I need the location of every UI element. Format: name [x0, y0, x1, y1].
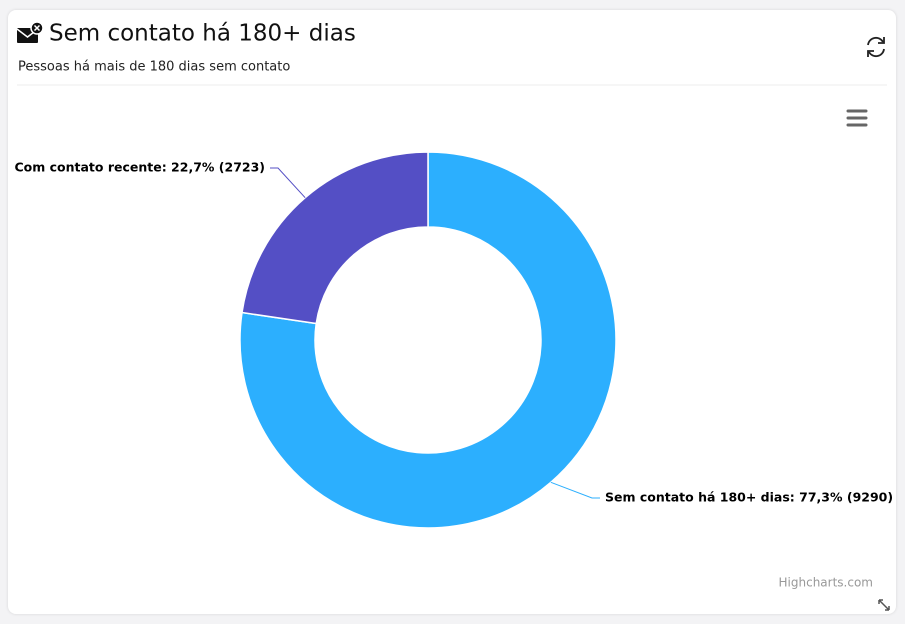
data-label: Com contato recente: 22,7% (2723)	[14, 160, 265, 175]
data-label: Sem contato há 180+ dias: 77,3% (9290)	[605, 490, 893, 505]
menu-button[interactable]	[846, 109, 868, 127]
card-title: Sem contato há 180+ dias	[49, 21, 356, 47]
credits[interactable]: Highcharts.com	[779, 576, 873, 590]
slice	[241, 151, 429, 325]
connector	[550, 481, 600, 499]
refresh-button[interactable]	[867, 36, 885, 58]
card-subtitle: Pessoas há mais de 180 dias sem contato	[18, 60, 290, 75]
mail-icon	[16, 21, 44, 43]
slice	[239, 151, 617, 529]
connector	[270, 167, 306, 199]
resize-handle[interactable]	[878, 599, 890, 611]
